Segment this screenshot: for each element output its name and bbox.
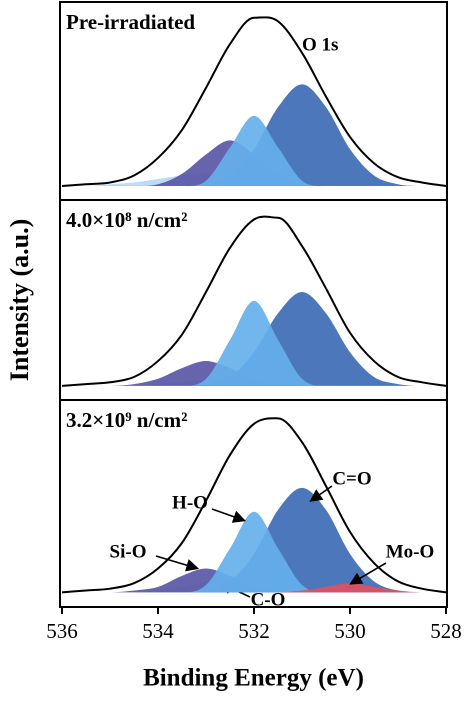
component-area (62, 115, 446, 187)
x-tick-label: 536 (46, 619, 78, 643)
x-tick-label: 528 (430, 619, 462, 643)
peak-label: O 1s (302, 34, 338, 55)
panel-title: 3.2×10⁹ n/cm² (66, 408, 187, 432)
x-tick-label: 534 (142, 619, 174, 643)
series-label: H-O (172, 492, 208, 513)
component-area (62, 84, 446, 186)
envelope-line (61, 16, 447, 187)
series-label: C=O (332, 468, 371, 489)
component-area (62, 583, 446, 593)
component-area (62, 511, 446, 593)
annotation-arrow (309, 485, 333, 502)
annotation-arrow (155, 555, 200, 572)
y-axis-label: Intensity (a.u.) (5, 219, 34, 382)
component-area (62, 487, 446, 593)
x-tick-label: 530 (334, 619, 366, 643)
panel-title: Pre-irradiated (66, 10, 195, 34)
envelope-line (61, 417, 447, 594)
series-label: C-O (251, 589, 286, 610)
annotation-arrow (211, 508, 247, 523)
x-axis-label: Binding Energy (eV) (143, 665, 364, 692)
component-area (62, 300, 446, 386)
envelope-line (61, 215, 447, 387)
x-tick-label: 532 (238, 619, 270, 643)
annotation-arrow (349, 562, 387, 585)
series-label: Si-O (110, 541, 147, 562)
panel-title: 4.0×10⁸ n/cm² (66, 208, 187, 232)
component-area (62, 292, 446, 386)
component-area (62, 361, 446, 386)
series-label: Mo-O (386, 541, 435, 562)
